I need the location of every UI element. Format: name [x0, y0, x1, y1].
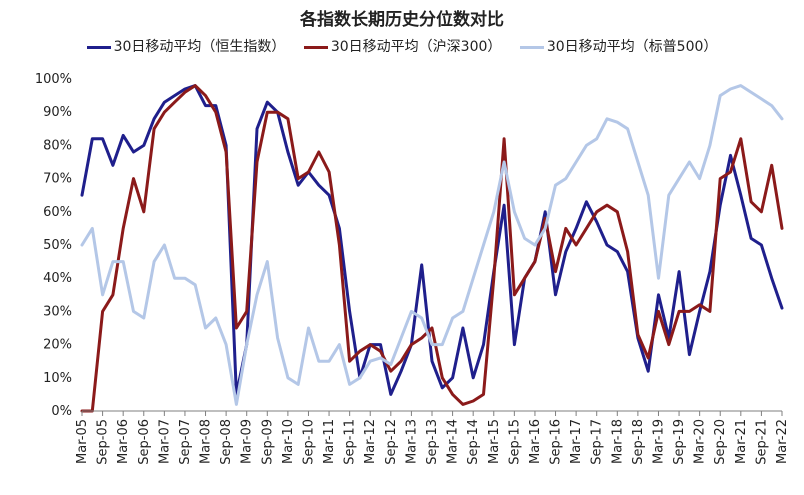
x-tick-label: Mar-14 [446, 419, 461, 464]
x-tick-label: Sep-09 [260, 419, 275, 465]
x-tick-label: Sep-12 [384, 419, 399, 465]
legend-item-sp500: 30日移动平均（标普500） [519, 36, 718, 56]
y-tick-label: 50% [43, 238, 72, 253]
y-tick-label: 40% [43, 271, 72, 286]
x-tick-label: Mar-22 [775, 419, 790, 464]
x-tick-label: Sep-05 [96, 419, 111, 465]
legend-swatch-csi300 [303, 45, 328, 49]
y-tick-label: 90% [43, 105, 72, 120]
y-axis-tick-labels: 0% 10% 20% 30% 40% 50% 60% 70% 80% 90% 100% [35, 72, 72, 419]
chart-title: 各指数长期历史分位数对比 [300, 10, 504, 30]
x-tick-label: Sep-15 [507, 419, 522, 465]
legend-item-hangseng: 30日移动平均（恒生指数） [86, 36, 286, 56]
series-line-1 [80, 84, 784, 396]
x-tick-label: Sep-13 [425, 419, 440, 465]
y-tick-label: 70% [43, 172, 72, 187]
x-tick-label: Mar-19 [651, 419, 666, 464]
legend: 30日移动平均（恒生指数） 30日移动平均（沪深300） 30日移动平均（标普5… [0, 36, 804, 56]
x-tick-label: Sep-07 [178, 419, 193, 465]
x-tick-label: Mar-08 [199, 419, 214, 464]
x-tick-label: Mar-18 [610, 419, 625, 464]
x-tick-label: Sep-10 [301, 419, 316, 465]
y-tick-label: 20% [43, 338, 72, 353]
x-tick-label: Sep-17 [590, 419, 605, 465]
x-tick-label: Sep-19 [672, 419, 687, 465]
series-line-2 [80, 84, 784, 413]
legend-label-hangseng: 30日移动平均（恒生指数） [113, 39, 286, 55]
x-tick-label: Mar-07 [157, 419, 172, 464]
y-tick-label: 10% [43, 371, 72, 386]
series-line-3 [80, 84, 784, 406]
series-lines [80, 84, 784, 413]
y-tick-label: 0% [51, 404, 72, 419]
legend-item-csi300: 30日移动平均（沪深300） [303, 36, 502, 56]
x-tick-label: Sep-11 [343, 419, 358, 465]
x-tick-label: Sep-16 [549, 419, 564, 465]
x-tick-label: Mar-20 [693, 419, 708, 464]
legend-label-sp500: 30日移动平均（标普500） [546, 39, 718, 55]
x-tick-label: Sep-21 [754, 419, 769, 465]
x-tick-label: Mar-06 [116, 419, 131, 464]
x-tick-label: Mar-09 [240, 419, 255, 464]
x-tick-label: Mar-16 [528, 419, 543, 464]
x-tick-label: Mar-11 [322, 419, 337, 464]
x-tick-label: Sep-18 [631, 419, 646, 465]
x-tick-label: Mar-12 [363, 419, 378, 464]
x-axis: Mar-05 Sep-05 Mar-06 Sep-06 Mar-07 Sep-07 Mar-… [75, 410, 790, 465]
y-tick-label: 100% [35, 72, 72, 87]
x-tick-label: Mar-17 [569, 419, 584, 464]
y-tick-label: 80% [43, 138, 72, 153]
legend-label-csi300: 30日移动平均（沪深300） [330, 39, 502, 55]
x-tick-label: Sep-08 [219, 419, 234, 465]
x-tick-label: Sep-14 [466, 419, 481, 465]
y-tick-label: 30% [43, 304, 72, 319]
x-tick-label: Mar-05 [75, 419, 90, 464]
y-tick-label: 60% [43, 205, 72, 220]
x-tick-label: Mar-13 [404, 419, 419, 464]
legend-swatch-hangseng [86, 45, 111, 49]
x-tick-label: Sep-06 [137, 419, 152, 465]
x-tick-label: Mar-10 [281, 419, 296, 464]
x-tick-label: Mar-21 [734, 419, 749, 464]
x-tick-label: Mar-15 [487, 419, 502, 464]
legend-swatch-sp500 [519, 45, 544, 49]
x-tick-label: Sep-20 [713, 419, 728, 465]
